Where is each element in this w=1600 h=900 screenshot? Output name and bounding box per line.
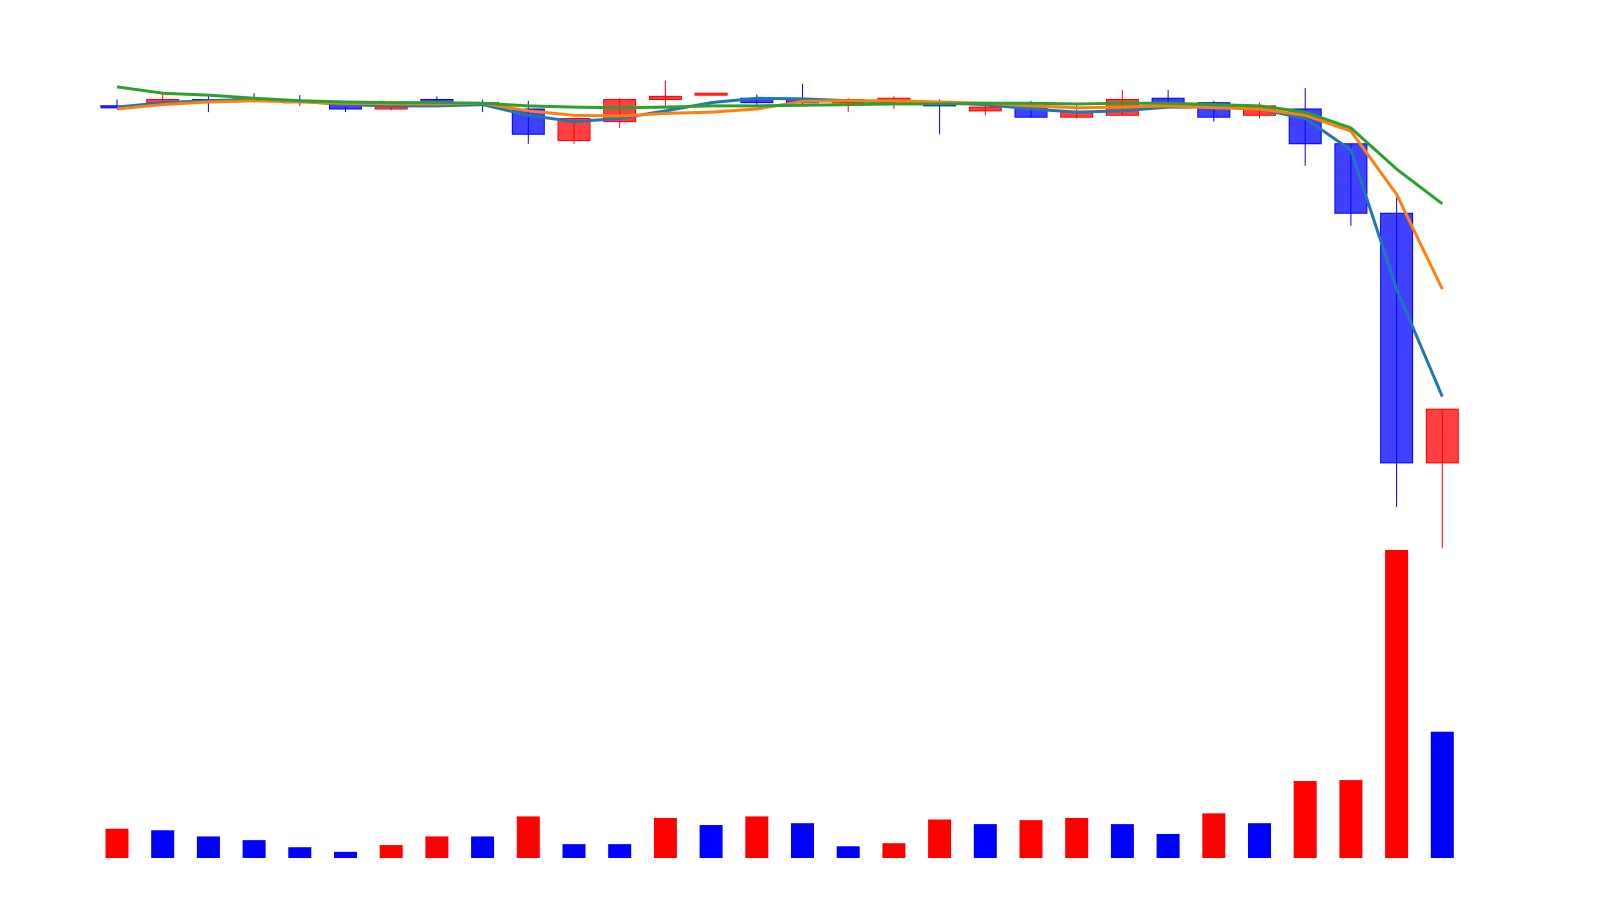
volume-bar (1110, 824, 1134, 858)
volume-bar (973, 824, 997, 858)
moving-average-line (116, 99, 1444, 290)
volume-bar (1385, 550, 1409, 858)
candle (694, 92, 728, 96)
volume-bar (1248, 823, 1271, 858)
candle (191, 96, 225, 113)
candle-body (1425, 408, 1459, 464)
candle-body (648, 95, 682, 101)
price-panel (100, 80, 1459, 549)
volume-bar (471, 836, 495, 858)
volume-bar (334, 851, 357, 858)
volume-bar (562, 844, 586, 858)
volume-bar (242, 840, 266, 858)
volume-bar (1065, 817, 1089, 858)
volume-panel (105, 550, 1454, 858)
volume-bar (928, 819, 952, 858)
volume-bar (1339, 780, 1363, 858)
volume-bar (836, 846, 860, 858)
volume-bar (608, 844, 632, 858)
volume-bar (1019, 820, 1043, 858)
volume-bar (379, 845, 403, 858)
candle-body (968, 106, 1002, 112)
candle (1425, 408, 1459, 549)
candle (648, 80, 682, 106)
candle (603, 98, 637, 128)
volume-bar (1156, 833, 1180, 858)
volume-bar (1293, 781, 1317, 858)
volume-bar (653, 817, 677, 858)
moving-average-line (116, 85, 1444, 205)
volume-bar (1430, 731, 1454, 858)
candle-body (557, 117, 591, 142)
candle (1380, 197, 1414, 508)
moving-average-line (116, 96, 1444, 398)
volume-bar (105, 828, 129, 858)
volume-bar (151, 830, 175, 858)
volume-bar (699, 825, 723, 858)
volume-bar (288, 847, 312, 858)
volume-bar (882, 843, 906, 858)
volume-bar (745, 816, 769, 858)
volume-bar (791, 823, 814, 858)
candle-body (694, 92, 728, 96)
volume-bar (516, 816, 540, 858)
moving-average-layer (116, 85, 1444, 398)
volume-bar (196, 836, 220, 858)
volume-bar (425, 836, 449, 858)
candle (1151, 90, 1185, 104)
volume-bar (1202, 813, 1226, 858)
